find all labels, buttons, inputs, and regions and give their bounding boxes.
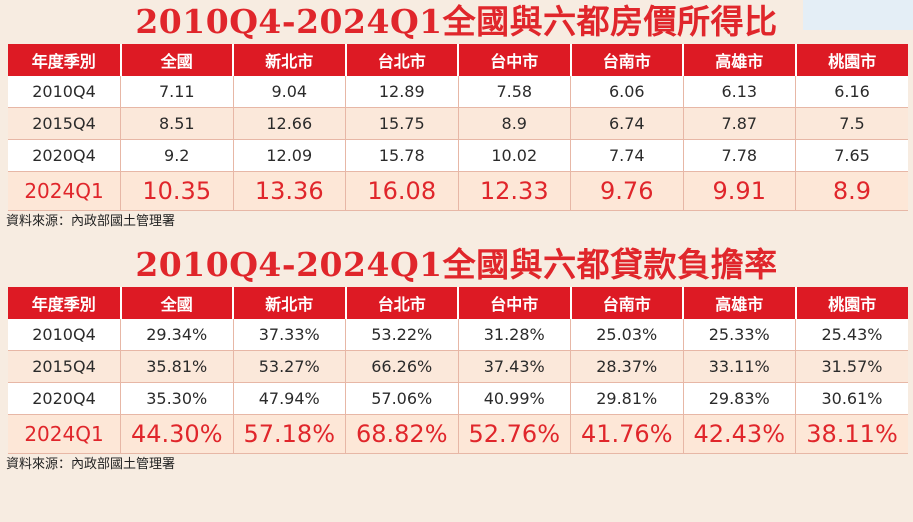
table-cell: 2015Q4 (8, 350, 121, 383)
table-cell: 2020Q4 (8, 382, 121, 415)
column-header: 桃園市 (795, 287, 908, 319)
table-cell: 7.78 (683, 139, 796, 172)
column-header: 台南市 (570, 44, 684, 76)
table-cell: 13.36 (233, 171, 346, 211)
table-cell: 31.28% (458, 319, 571, 351)
table-cell: 2024Q1 (8, 414, 121, 454)
table-cell: 44.30% (120, 414, 234, 454)
table-row: 2020Q4 35.30% 47.94% 57.06% 40.99% 29.81… (8, 382, 908, 415)
table-cell: 2010Q4 (8, 76, 121, 108)
table-cell: 12.89 (345, 76, 459, 108)
table-cell: 7.11 (120, 76, 234, 108)
price-income-title: 2010Q4-2024Q1全國與六都房價所得比 (135, 2, 778, 41)
table-cell: 25.33% (683, 319, 796, 351)
table-cell: 9.76 (570, 171, 684, 211)
table-cell: 2015Q4 (8, 107, 121, 140)
table-cell: 68.82% (345, 414, 459, 454)
column-header: 年度季別 (8, 44, 122, 76)
column-header: 新北市 (233, 44, 347, 76)
table-cell: 12.09 (233, 139, 346, 172)
table-cell: 6.16 (795, 76, 908, 108)
table-cell: 42.43% (683, 414, 796, 454)
table-cell: 25.03% (570, 319, 684, 351)
loan-burden-section: 2010Q4-2024Q1全國與六都貸款負擔率 年度季別 全國 新北市 台北市 … (0, 243, 913, 476)
column-header: 全國 (120, 287, 234, 319)
table-cell: 40.99% (458, 382, 571, 415)
table-cell: 38.11% (795, 414, 908, 454)
table-row: 2020Q4 9.2 12.09 15.78 10.02 7.74 7.78 7… (8, 139, 908, 172)
table-cell: 28.37% (570, 350, 684, 383)
column-header: 台中市 (458, 287, 572, 319)
table-cell: 6.74 (570, 107, 684, 140)
column-header: 台中市 (458, 44, 572, 76)
table-cell: 6.06 (570, 76, 684, 108)
table-header-row: 年度季別 全國 新北市 台北市 台中市 台南市 高雄市 桃園市 (8, 287, 908, 319)
table-cell: 9.2 (120, 139, 234, 172)
table-cell: 8.9 (458, 107, 571, 140)
table-cell: 6.13 (683, 76, 796, 108)
table-row: 2010Q4 29.34% 37.33% 53.22% 31.28% 25.03… (8, 319, 908, 351)
table-row: 2015Q4 35.81% 53.27% 66.26% 37.43% 28.37… (8, 350, 908, 383)
table-row: 2015Q4 8.51 12.66 15.75 8.9 6.74 7.87 7.… (8, 107, 908, 140)
table-cell: 7.5 (795, 107, 908, 140)
table-cell: 53.27% (233, 350, 346, 383)
table-cell: 57.18% (233, 414, 346, 454)
table-cell: 8.9 (795, 171, 908, 211)
table-cell: 31.57% (795, 350, 908, 383)
table-cell: 29.34% (120, 319, 234, 351)
table-cell: 66.26% (345, 350, 459, 383)
table-cell: 41.76% (570, 414, 684, 454)
table-cell: 29.83% (683, 382, 796, 415)
highlight-row: 2024Q1 10.35 13.36 16.08 12.33 9.76 9.91… (8, 171, 908, 211)
table-cell: 12.33 (458, 171, 571, 211)
price-income-section: 2010Q4-2024Q1全國與六都房價所得比 年度季別 全國 新北市 台北市 … (0, 0, 913, 233)
table-cell: 10.02 (458, 139, 571, 172)
table-header-row: 年度季別 全國 新北市 台北市 台中市 台南市 高雄市 桃園市 (8, 44, 908, 76)
column-header: 高雄市 (683, 287, 797, 319)
source-note: 資料來源：內政部國土管理署 (6, 214, 176, 229)
highlight-row: 2024Q1 44.30% 57.18% 68.82% 52.76% 41.76… (8, 414, 908, 454)
table-cell: 15.78 (345, 139, 459, 172)
table-cell: 53.22% (345, 319, 459, 351)
column-header: 桃園市 (795, 44, 908, 76)
table-cell: 35.30% (120, 382, 234, 415)
table-cell: 47.94% (233, 382, 346, 415)
corner-decoration (803, 0, 913, 30)
table-cell: 30.61% (795, 382, 908, 415)
table-cell: 7.87 (683, 107, 796, 140)
table-cell: 2020Q4 (8, 139, 121, 172)
table-cell: 2010Q4 (8, 319, 121, 351)
source-note: 資料來源：內政部國土管理署 (6, 457, 176, 472)
table-cell: 16.08 (345, 171, 459, 211)
price-income-table: 年度季別 全國 新北市 台北市 台中市 台南市 高雄市 桃園市 2010Q4 7… (8, 44, 908, 211)
table-cell: 7.58 (458, 76, 571, 108)
table-cell: 52.76% (458, 414, 571, 454)
table-cell: 37.43% (458, 350, 571, 383)
table-cell: 25.43% (795, 319, 908, 351)
column-header: 台北市 (345, 287, 459, 319)
table-cell: 29.81% (570, 382, 684, 415)
table-cell: 9.04 (233, 76, 346, 108)
table-cell: 7.65 (795, 139, 908, 172)
table-cell: 37.33% (233, 319, 346, 351)
table-row: 2010Q4 7.11 9.04 12.89 7.58 6.06 6.13 6.… (8, 76, 908, 108)
table-cell: 10.35 (120, 171, 234, 211)
column-header: 全國 (120, 44, 234, 76)
table-cell: 33.11% (683, 350, 796, 383)
table-cell: 15.75 (345, 107, 459, 140)
table-cell: 7.74 (570, 139, 684, 172)
table-cell: 8.51 (120, 107, 234, 140)
loan-burden-title: 2010Q4-2024Q1全國與六都貸款負擔率 (135, 245, 778, 284)
loan-burden-table: 年度季別 全國 新北市 台北市 台中市 台南市 高雄市 桃園市 2010Q4 2… (8, 287, 908, 454)
column-header: 年度季別 (8, 287, 122, 319)
table-cell: 57.06% (345, 382, 459, 415)
column-header: 台北市 (345, 44, 459, 76)
table-cell: 35.81% (120, 350, 234, 383)
column-header: 新北市 (233, 287, 347, 319)
table-cell: 12.66 (233, 107, 346, 140)
column-header: 台南市 (570, 287, 684, 319)
table-cell: 9.91 (683, 171, 796, 211)
column-header: 高雄市 (683, 44, 797, 76)
table-cell: 2024Q1 (8, 171, 121, 211)
